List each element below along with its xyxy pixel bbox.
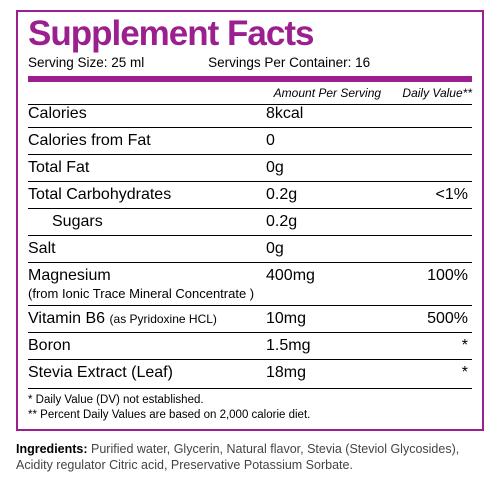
supplement-facts-panel: Supplement Facts Serving Size: 25 ml Ser…: [16, 10, 484, 431]
row-calories: Calories 8kcal: [28, 105, 472, 127]
label-text: Vitamin B6: [28, 310, 105, 327]
row-total-carbs: Total Carbohydrates 0.2g <1%: [28, 181, 472, 208]
value: 0g: [266, 159, 376, 177]
ingredients-section: Ingredients: Purified water, Glycerin, N…: [0, 431, 500, 474]
dv: <1%: [376, 186, 472, 204]
dv: *: [376, 337, 472, 355]
row-vitamin-b6: Vitamin B6 (as Pyridoxine HCL) 10mg 500%: [28, 305, 472, 332]
value: 8kcal: [266, 105, 376, 123]
dv: 100%: [376, 267, 472, 285]
footnote-1: * Daily Value (DV) not established.: [28, 393, 472, 408]
serving-row: Serving Size: 25 ml Servings Per Contain…: [28, 53, 472, 76]
label: Salt: [28, 240, 266, 258]
header-amount: Amount Per Serving: [274, 86, 381, 100]
header-dv: Daily Value**: [402, 86, 472, 100]
value: 10mg: [266, 310, 376, 328]
value: 18mg: [266, 364, 376, 382]
footnotes: * Daily Value (DV) not established. ** P…: [28, 388, 472, 423]
panel-title: Supplement Facts: [28, 16, 472, 51]
servings-per-container: Servings Per Container: 16: [208, 55, 370, 70]
label: Vitamin B6 (as Pyridoxine HCL): [28, 310, 266, 328]
label: Boron: [28, 337, 266, 355]
row-salt: Salt 0g: [28, 235, 472, 262]
label: Total Fat: [28, 159, 266, 177]
row-calories-fat: Calories from Fat 0: [28, 127, 472, 154]
label: Total Carbohydrates: [28, 186, 266, 204]
label-text: Magnesium: [28, 267, 111, 284]
row-total-fat: Total Fat 0g: [28, 154, 472, 181]
value: 400mg: [266, 267, 376, 285]
value: 0.2g: [266, 213, 376, 231]
label: Magnesium (from Ionic Trace Mineral Conc…: [28, 267, 266, 301]
footnote-2: ** Percent Daily Values are based on 2,0…: [28, 408, 472, 423]
dv: 500%: [376, 310, 472, 328]
label: Stevia Extract (Leaf): [28, 364, 266, 382]
qualifier: (as Pyridoxine HCL): [110, 312, 217, 326]
row-stevia: Stevia Extract (Leaf) 18mg *: [28, 359, 472, 386]
value: 0: [266, 132, 376, 150]
label: Calories from Fat: [28, 132, 266, 150]
label: Sugars: [28, 213, 266, 231]
ingredients-label: Ingredients:: [16, 442, 88, 456]
value: 0.2g: [266, 186, 376, 204]
dv: *: [376, 364, 472, 382]
serving-size: Serving Size: 25 ml: [28, 55, 144, 70]
column-headers: Amount Per Serving Daily Value**: [28, 82, 472, 104]
value: 1.5mg: [266, 337, 376, 355]
value: 0g: [266, 240, 376, 258]
label: Calories: [28, 105, 266, 123]
row-sugars: Sugars 0.2g: [28, 208, 472, 235]
row-boron: Boron 1.5mg *: [28, 332, 472, 359]
row-magnesium: Magnesium (from Ionic Trace Mineral Conc…: [28, 262, 472, 305]
supplement-facts-wrapper: Supplement Facts Serving Size: 25 ml Ser…: [0, 0, 500, 431]
sublabel: (from Ionic Trace Mineral Concentrate ): [28, 286, 266, 301]
